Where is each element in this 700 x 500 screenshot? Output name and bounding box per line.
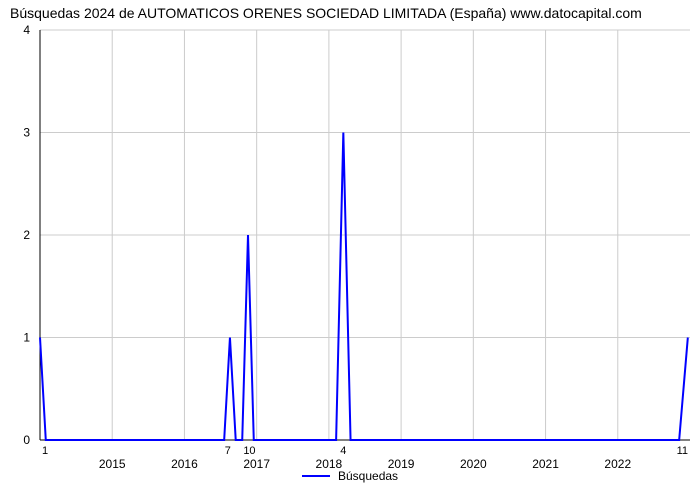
corner-label-left: 1 [42,445,48,457]
spike-label: 10 [243,445,255,457]
legend-label: Búsquedas [338,469,398,483]
x-tick-label: 2022 [604,457,631,471]
y-tick-label: 2 [23,228,30,242]
spike-label: 7 [225,445,231,457]
line-chart: Búsquedas 2024 de AUTOMATICOS ORENES SOC… [0,0,700,500]
x-tick-label: 2017 [243,457,270,471]
chart-container: Búsquedas 2024 de AUTOMATICOS ORENES SOC… [0,0,700,500]
y-tick-label: 0 [23,433,30,447]
spike-label: 4 [340,445,346,457]
corner-label-right: 11 [677,445,688,457]
x-tick-label: 2016 [171,457,198,471]
chart-title: Búsquedas 2024 de AUTOMATICOS ORENES SOC… [10,5,642,21]
x-tick-label: 2021 [532,457,559,471]
y-tick-label: 3 [23,126,30,140]
y-tick-label: 1 [23,331,30,345]
x-tick-label: 2015 [99,457,126,471]
x-tick-label: 2020 [460,457,487,471]
y-tick-label: 4 [23,23,30,37]
